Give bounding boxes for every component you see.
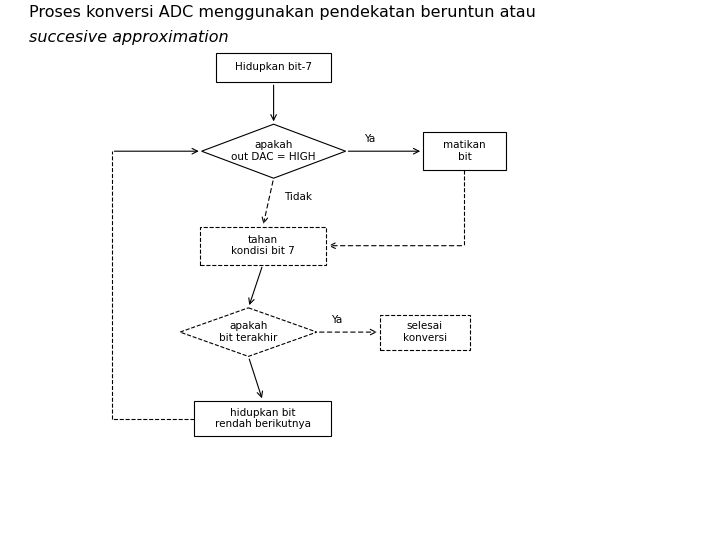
Text: succesive approximation: succesive approximation [29,30,228,45]
Text: selesai
konversi: selesai konversi [402,321,447,343]
Text: tahan
kondisi bit 7: tahan kondisi bit 7 [231,235,294,256]
Text: Proses konversi ADC menggunakan pendekatan beruntun atau: Proses konversi ADC menggunakan pendekat… [29,5,536,21]
Text: matikan
bit: matikan bit [443,140,486,162]
FancyBboxPatch shape [199,227,325,265]
Text: apakah
bit terakhir: apakah bit terakhir [219,321,278,343]
FancyBboxPatch shape [423,132,505,170]
FancyBboxPatch shape [216,52,331,82]
FancyBboxPatch shape [194,401,331,436]
Polygon shape [202,124,346,178]
Text: Ya: Ya [331,314,343,325]
Text: hidupkan bit
rendah berikutnya: hidupkan bit rendah berikutnya [215,408,311,429]
Polygon shape [180,308,317,356]
Text: Hidupkan bit-7: Hidupkan bit-7 [235,63,312,72]
Text: apakah
out DAC = HIGH: apakah out DAC = HIGH [231,140,316,162]
FancyBboxPatch shape [380,314,469,350]
Text: Tidak: Tidak [284,192,312,202]
Text: Ya: Ya [364,133,375,144]
